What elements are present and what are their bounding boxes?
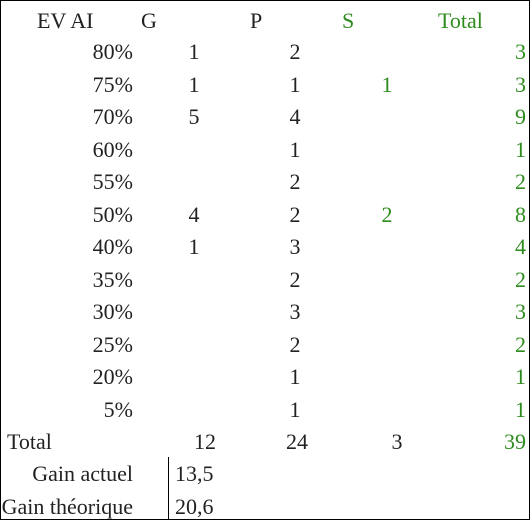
row-s <box>357 397 417 423</box>
totals-g: 12 <box>194 429 216 454</box>
row-label: 40% <box>92 234 133 259</box>
row-label: 80% <box>92 39 133 64</box>
totals-label: Total <box>7 429 52 454</box>
gain-theorique-value: 20,6 <box>175 494 214 519</box>
row-p: 2 <box>289 202 301 227</box>
row-s <box>357 299 417 325</box>
row-total: 3 <box>515 299 526 324</box>
row-g: 5 <box>188 104 200 129</box>
row-s <box>357 137 417 163</box>
gain-actuel-value: 13,5 <box>175 461 214 486</box>
row-g <box>164 364 224 390</box>
row-label: 75% <box>92 72 133 97</box>
row-g <box>164 299 224 325</box>
row-label: 25% <box>92 332 133 357</box>
row-total: 4 <box>515 234 526 259</box>
gain-theorique-label: Gain théorique <box>1 494 133 519</box>
header-p: P <box>250 8 263 33</box>
row-g: 1 <box>188 234 200 259</box>
row-total: 2 <box>515 169 526 194</box>
row-s <box>357 234 417 260</box>
row-s <box>357 267 417 293</box>
row-total: 1 <box>515 397 526 422</box>
header-ev-ai: EV AI <box>37 8 94 33</box>
row-g: 4 <box>188 202 200 227</box>
row-g <box>164 267 224 293</box>
row-p: 2 <box>289 169 301 194</box>
row-s <box>357 169 417 195</box>
row-p: 1 <box>289 72 301 97</box>
totals-total: 39 <box>504 429 526 454</box>
row-label: 20% <box>92 364 133 389</box>
row-label: 5% <box>103 397 133 422</box>
row-label: 30% <box>92 299 133 324</box>
row-total: 8 <box>515 202 526 227</box>
row-p: 2 <box>289 332 301 357</box>
row-s: 1 <box>381 72 393 97</box>
row-label: 55% <box>92 169 133 194</box>
row-p: 2 <box>289 267 301 292</box>
totals-p: 24 <box>286 429 308 454</box>
row-g: 1 <box>188 39 200 64</box>
row-g <box>164 397 224 423</box>
gain-actuel-label: Gain actuel <box>32 461 133 486</box>
row-p: 1 <box>289 397 301 422</box>
row-total: 1 <box>515 137 526 162</box>
totals-s: 3 <box>391 429 403 454</box>
row-label: 70% <box>92 104 133 129</box>
row-p: 2 <box>289 39 301 64</box>
row-label: 35% <box>92 267 133 292</box>
gain-column-divider <box>168 457 169 519</box>
row-p: 4 <box>289 104 301 129</box>
row-g: 1 <box>188 72 200 97</box>
row-p: 1 <box>289 137 301 162</box>
row-p: 3 <box>289 299 301 324</box>
row-g <box>164 332 224 358</box>
row-g <box>164 169 224 195</box>
row-s <box>357 364 417 390</box>
row-p: 3 <box>289 234 301 259</box>
row-total: 9 <box>515 104 526 129</box>
row-total: 1 <box>515 364 526 389</box>
header-g: G <box>141 8 157 33</box>
row-s <box>357 104 417 130</box>
row-total: 2 <box>515 332 526 357</box>
row-label: 60% <box>92 137 133 162</box>
header-s: S <box>342 8 355 33</box>
row-total: 3 <box>515 39 526 64</box>
row-s <box>357 332 417 358</box>
row-s: 2 <box>381 202 393 227</box>
row-g <box>164 137 224 163</box>
row-p: 1 <box>289 364 301 389</box>
row-total: 3 <box>515 72 526 97</box>
row-s <box>357 39 417 65</box>
header-total: Total <box>438 8 483 33</box>
row-total: 2 <box>515 267 526 292</box>
row-label: 50% <box>92 202 133 227</box>
